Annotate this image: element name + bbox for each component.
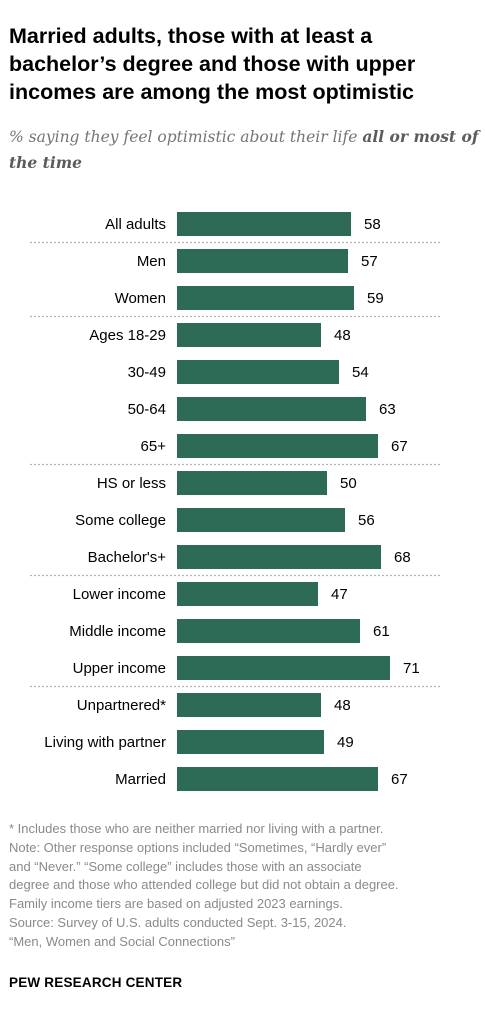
subtitle-prefix: % saying they feel optimistic about thei… [9, 128, 363, 146]
value-label-upper-income: 71 [403, 660, 420, 677]
category-label-ages-18-29: Ages 18-29 [89, 327, 166, 344]
brand-logo-text: PEW RESEARCH CENTER [9, 975, 183, 990]
category-label-bachelor-s: Bachelor's+ [88, 549, 167, 566]
category-label-65: 65+ [141, 438, 167, 455]
value-label-living-with-partner: 49 [337, 734, 354, 751]
category-label-living-with-partner: Living with partner [44, 734, 166, 751]
bar-unpartnered [177, 693, 321, 717]
category-label-men: Men [137, 253, 166, 270]
bar-lower-income [177, 582, 318, 606]
category-label-30-49: 30-49 [128, 364, 166, 381]
category-label-all-adults: All adults [105, 216, 166, 233]
bar-65 [177, 434, 378, 458]
bar-men [177, 249, 348, 273]
bar-women [177, 286, 354, 310]
bar-married [177, 767, 378, 791]
category-label-50-64: 50-64 [128, 401, 166, 418]
category-label-unpartnered: Unpartnered* [77, 697, 166, 714]
category-label-women: Women [115, 290, 166, 307]
category-label-married: Married [115, 771, 166, 788]
note-line: and “Never.” “Some college” includes tho… [9, 858, 362, 874]
value-label-30-49: 54 [352, 364, 369, 381]
value-label-some-college: 56 [358, 512, 375, 529]
value-label-hs-or-less: 50 [340, 475, 357, 492]
note-line: Note: Other response options included “S… [9, 839, 387, 855]
note-line: Source: Survey of U.S. adults conducted … [9, 914, 347, 930]
chart-notes: * Includes those who are neither married… [9, 820, 481, 952]
bar-upper-income [177, 656, 390, 680]
value-label-50-64: 63 [379, 401, 396, 418]
category-label-lower-income: Lower income [73, 586, 166, 603]
bar-some-college [177, 508, 345, 532]
category-label-middle-income: Middle income [69, 623, 166, 640]
bar-bachelor-s [177, 545, 381, 569]
value-label-men: 57 [361, 253, 378, 270]
bar-ages-18-29 [177, 323, 321, 347]
bar-chart: All adults 58 Men 57 Women 59 Ages 18-29 48 30-4… [30, 212, 440, 791]
bar-middle-income [177, 619, 360, 643]
bar-all-adults [177, 212, 351, 236]
bar-30-49 [177, 360, 339, 384]
value-label-lower-income: 47 [331, 586, 348, 603]
note-line: Family income tiers are based on adjuste… [9, 896, 343, 912]
value-label-bachelor-s: 68 [394, 549, 411, 566]
value-label-ages-18-29: 48 [334, 327, 351, 344]
category-label-hs-or-less: HS or less [97, 475, 166, 492]
bar-living-with-partner [177, 730, 324, 754]
category-label-some-college: Some college [75, 512, 166, 529]
value-label-unpartnered: 48 [334, 697, 351, 714]
chart-subtitle: % saying they feel optimistic about thei… [9, 124, 479, 176]
note-line: * Includes those who are neither married… [9, 821, 384, 836]
note-line: “Men, Women and Social Connections” [9, 933, 235, 949]
bar-hs-or-less [177, 471, 327, 495]
value-label-married: 67 [391, 771, 408, 788]
value-label-all-adults: 58 [364, 216, 381, 233]
note-line: degree and those who attended college bu… [9, 877, 399, 893]
value-label-women: 59 [367, 290, 384, 307]
value-label-65: 67 [391, 438, 408, 455]
bar-50-64 [177, 397, 366, 421]
subtitle-emphasis: all or most of the time [9, 127, 479, 172]
chart-title: Married adults, those with at least a ba… [9, 24, 416, 104]
category-label-upper-income: Upper income [73, 660, 166, 677]
value-label-middle-income: 61 [373, 623, 390, 640]
